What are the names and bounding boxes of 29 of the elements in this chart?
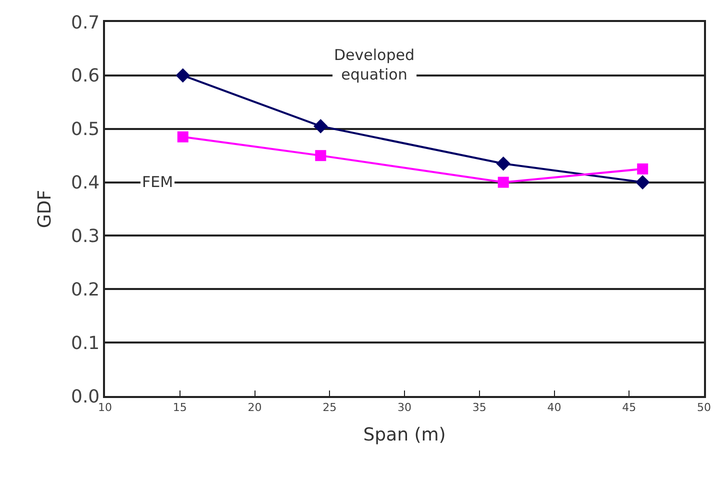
point — [635, 175, 650, 190]
x-tick-label: 10 — [98, 400, 112, 414]
y-tick-label: 0.5 — [71, 119, 100, 140]
text: FEM — [142, 173, 174, 191]
y-axis-title: GDF — [34, 190, 56, 228]
point — [315, 150, 326, 162]
point — [498, 176, 509, 188]
y-tick-label: 0.6 — [71, 66, 100, 87]
point — [176, 68, 190, 83]
x-tick-label: 40 — [547, 400, 562, 414]
point — [313, 119, 328, 134]
y-tick-label: 0.1 — [71, 332, 100, 354]
text: 0.0 — [71, 386, 100, 408]
text: Developed equation — [334, 46, 415, 84]
y-tick-label: 0.3 — [71, 226, 100, 248]
x-tick-label: 35 — [472, 400, 486, 414]
x-tick-label: 45 — [622, 400, 636, 414]
y-tick-label: 0.7 — [71, 12, 100, 34]
x-tick-label: 25 — [322, 400, 337, 414]
point — [496, 156, 510, 171]
x-axis-title: Span (m) — [363, 424, 446, 446]
point — [177, 131, 188, 142]
y-tick-label: 0.4 — [71, 172, 100, 194]
x-tick-label: 15 — [172, 400, 187, 414]
x-tick-label: 50 — [697, 400, 711, 414]
x-tick-label: 20 — [248, 400, 262, 414]
x-tick-label: 30 — [398, 400, 412, 414]
point — [637, 163, 648, 174]
y-tick-label: 0.2 — [71, 279, 100, 300]
